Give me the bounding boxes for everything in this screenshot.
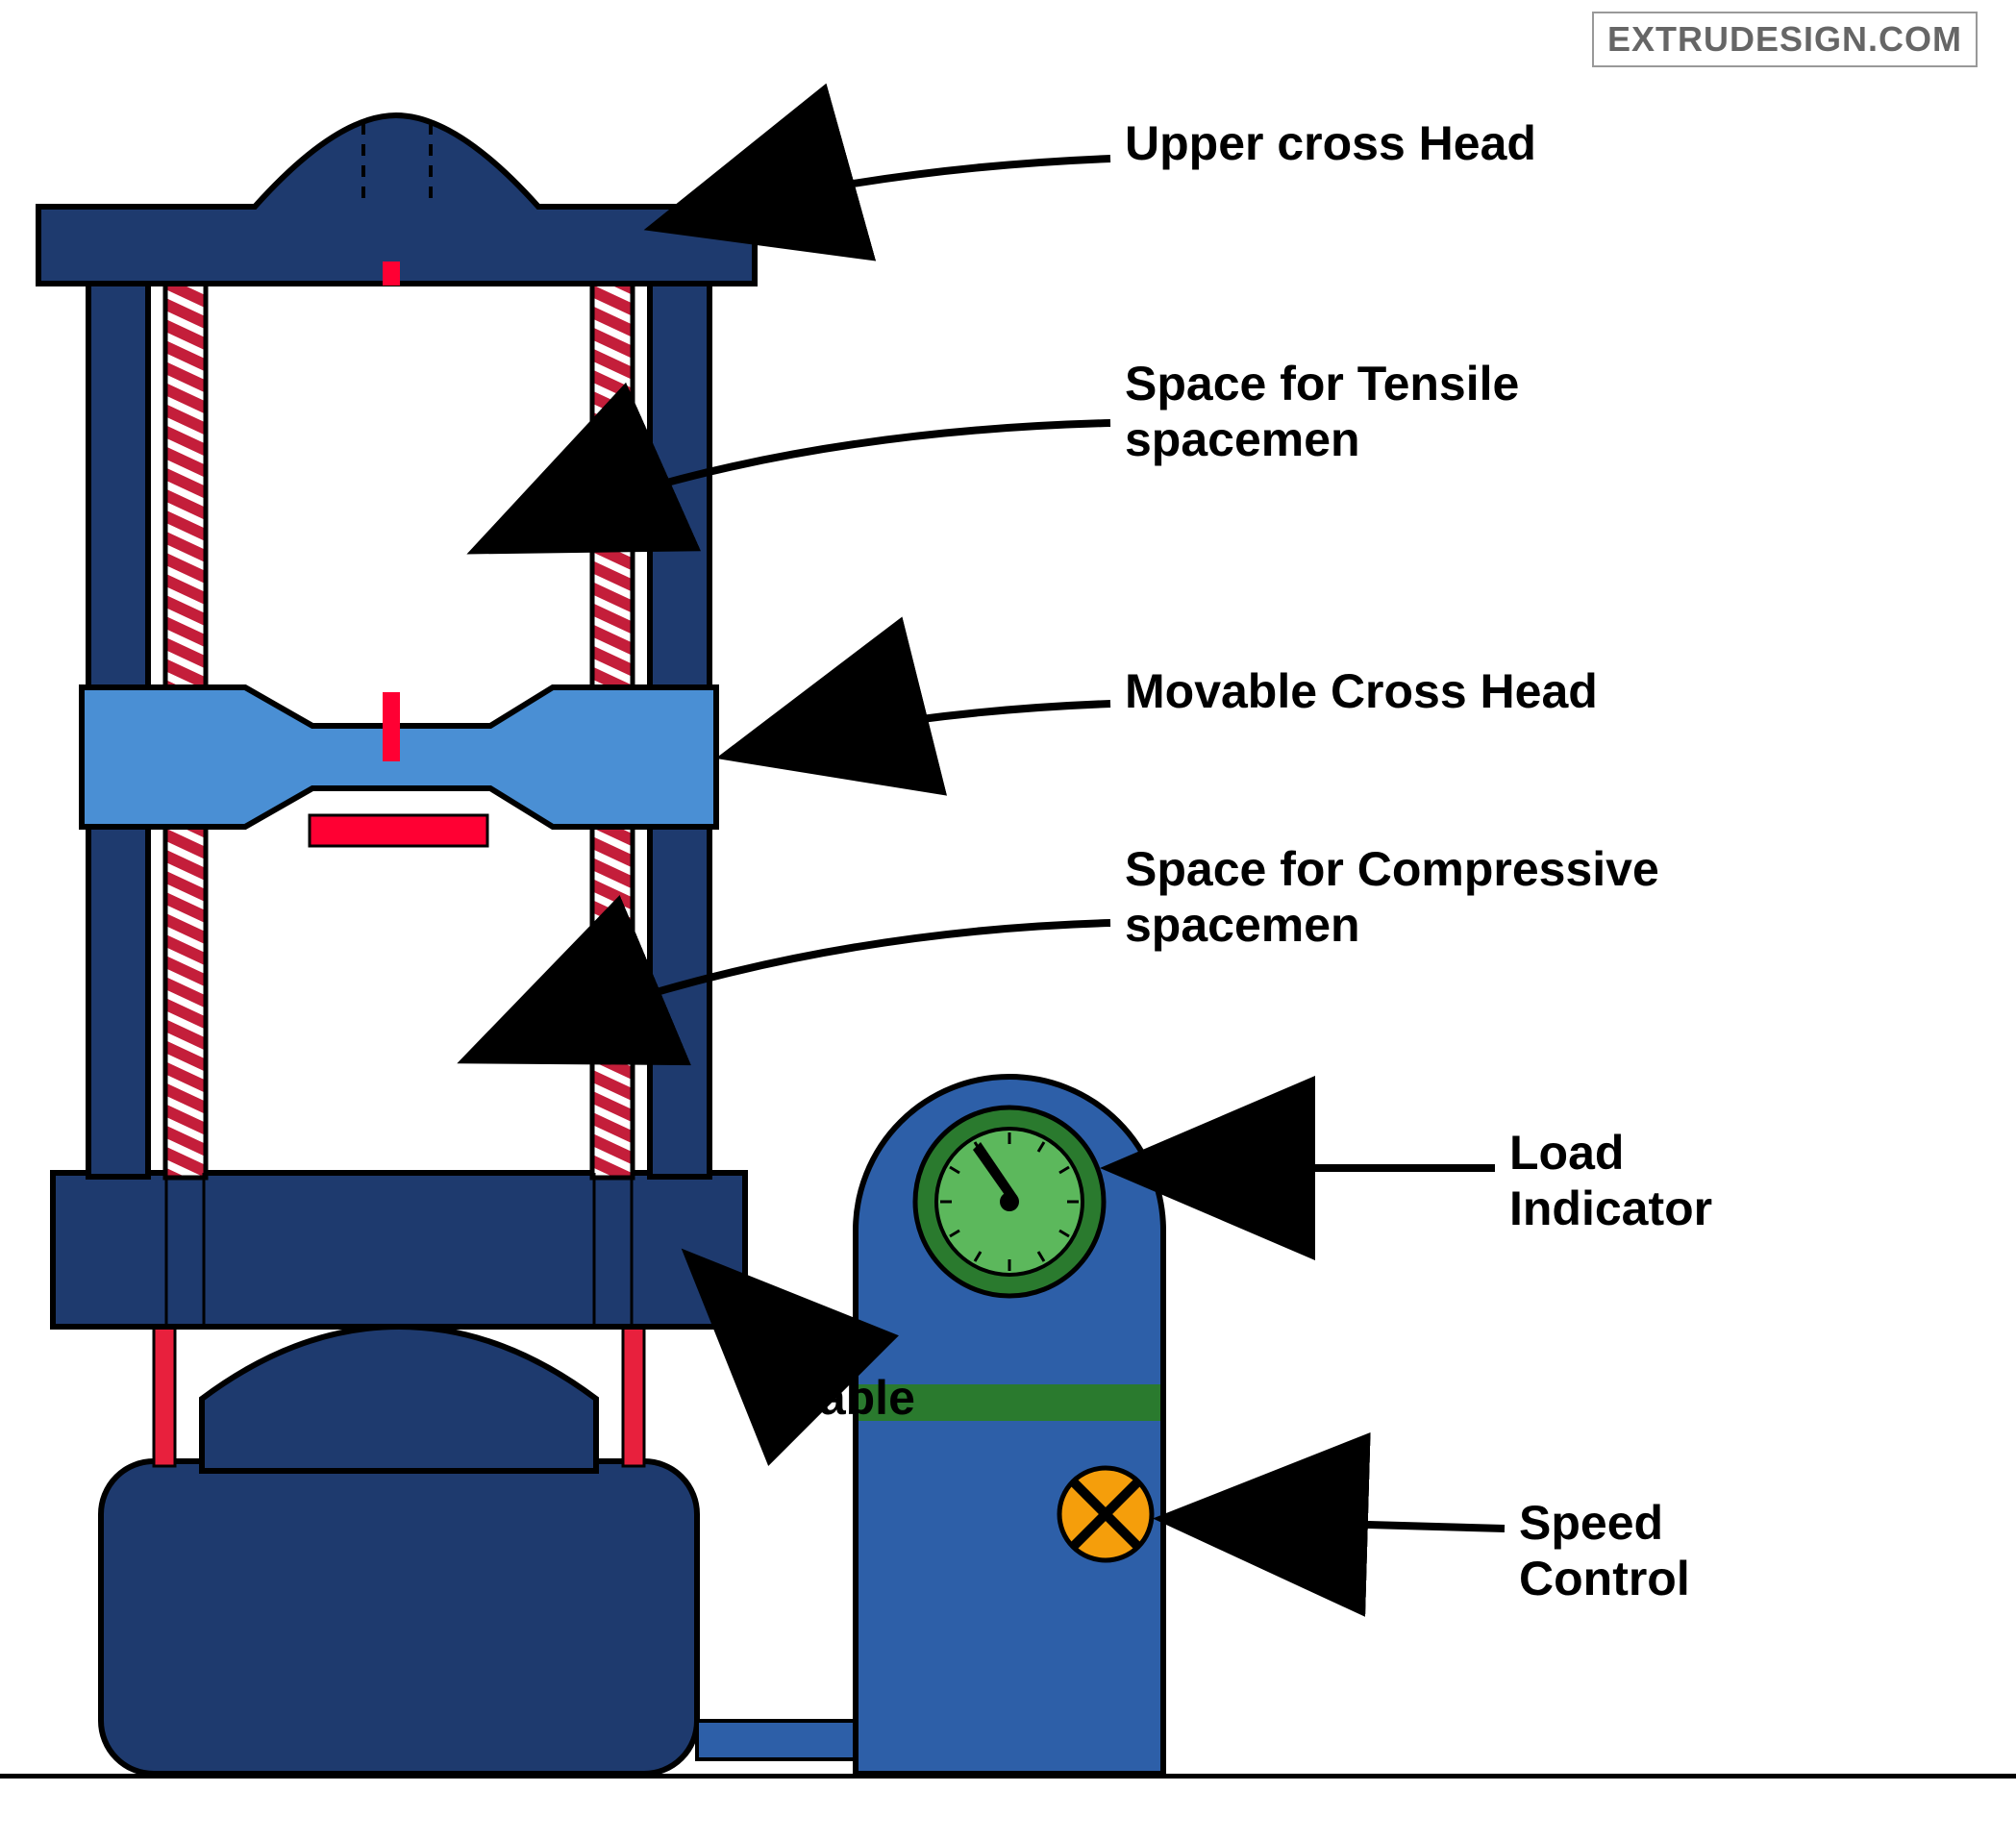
upper-cross-head: [38, 115, 755, 284]
label-speed-control: Speed Control: [1519, 1495, 1690, 1606]
arrow-compressive-space: [471, 923, 1110, 1057]
label-load-indicator: Load Indicator: [1509, 1125, 1712, 1236]
machine-base: [101, 1461, 697, 1774]
label-movable-cross-head: Movable Cross Head: [1125, 663, 1598, 719]
red-support-left: [154, 1322, 175, 1466]
table: [53, 1173, 745, 1327]
red-grip-mid: [383, 692, 400, 761]
ground-line: [0, 1774, 2016, 1779]
red-compression-plate: [310, 815, 487, 846]
label-compressive-space: Space for Compressive spacemen: [1125, 841, 1659, 953]
connector-pipe: [697, 1721, 860, 1759]
red-support-right: [623, 1322, 644, 1466]
red-grip-top: [383, 261, 400, 286]
label-tensile-space: Space for Tensile spacemen: [1125, 356, 1519, 467]
arrow-movable-cross-head: [731, 704, 1110, 755]
utm-diagram: [0, 0, 2016, 1841]
arrow-tensile-space: [481, 423, 1110, 548]
label-upper-cross-head: Upper cross Head: [1125, 115, 1536, 171]
label-table: Table: [793, 1370, 915, 1426]
arrow-speed-control: [1168, 1519, 1505, 1529]
pedestal: [202, 1327, 596, 1471]
